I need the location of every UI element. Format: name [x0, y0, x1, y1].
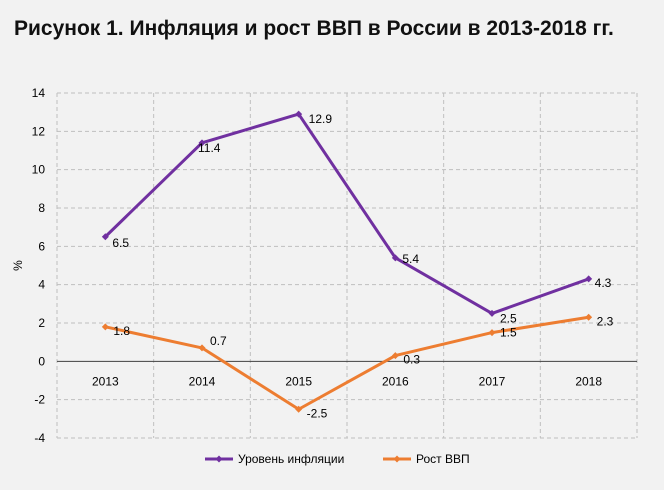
legend-item: Рост ВВП [383, 452, 470, 466]
x-tick-label: 2014 [189, 374, 216, 388]
y-tick-label: 14 [32, 86, 46, 100]
data-label: 12.9 [309, 112, 333, 126]
data-label: 1.8 [113, 324, 130, 338]
data-label: 1.5 [500, 326, 517, 340]
data-labels: 6.5 11.4 12.9 5.4 2.5 4.3 1.8 0.7 -2.5 0.3 1.5 2.3 [112, 112, 613, 420]
data-point [295, 405, 303, 413]
data-point [488, 309, 496, 317]
data-label: 5.4 [402, 252, 419, 266]
y-tick-label: 6 [38, 239, 45, 253]
axes: -4 -2 0 2 4 6 8 10 12 14 2013 2014 2015 2016 2017 2018% [11, 86, 637, 445]
data-label: 2.3 [597, 314, 614, 328]
x-tick-label: 2015 [285, 374, 312, 388]
x-tick-label: 2018 [575, 374, 602, 388]
data-point [101, 233, 109, 241]
data-point [391, 254, 399, 262]
data-label: 6.5 [112, 236, 129, 250]
data-point [391, 352, 399, 360]
x-tick-label: 2013 [92, 374, 119, 388]
legend-item: Уровень инфляции [205, 452, 344, 466]
series-group [101, 110, 593, 413]
legend-label: Рост ВВП [416, 452, 470, 466]
x-tick-label: 2016 [382, 374, 409, 388]
data-point [101, 323, 109, 331]
data-label: -2.5 [307, 406, 328, 420]
y-tick-label: 4 [38, 278, 45, 292]
y-axis-title: % [11, 260, 25, 271]
legend-marker [215, 455, 223, 463]
x-tick-label: 2017 [479, 374, 506, 388]
legend-label: Уровень инфляции [238, 452, 344, 466]
data-label: 2.5 [500, 311, 517, 325]
data-label: 0.3 [403, 353, 420, 367]
y-tick-label: 8 [38, 201, 45, 215]
data-point [585, 313, 593, 321]
data-point [198, 344, 206, 352]
data-point [488, 329, 496, 337]
data-point [295, 110, 303, 118]
legend-marker [393, 455, 401, 463]
legend: Уровень инфляции Рост ВВП [205, 452, 470, 466]
y-tick-label: 10 [32, 163, 46, 177]
data-point [198, 139, 206, 147]
y-tick-label: -4 [34, 431, 45, 445]
chart-title: Рисунок 1. Инфляция и рост ВВП в России … [14, 17, 614, 40]
series-line [105, 315, 589, 411]
grid-lines [56, 92, 638, 439]
y-tick-label: -2 [34, 393, 45, 407]
data-label: 0.7 [210, 334, 227, 348]
data-label: 11.4 [198, 141, 221, 155]
y-tick-label: 0 [38, 354, 45, 368]
series-line [104, 112, 590, 315]
y-tick-label: 2 [38, 316, 45, 330]
y-tick-label: 12 [32, 124, 46, 138]
data-point [585, 275, 593, 283]
data-label: 4.3 [595, 276, 612, 290]
